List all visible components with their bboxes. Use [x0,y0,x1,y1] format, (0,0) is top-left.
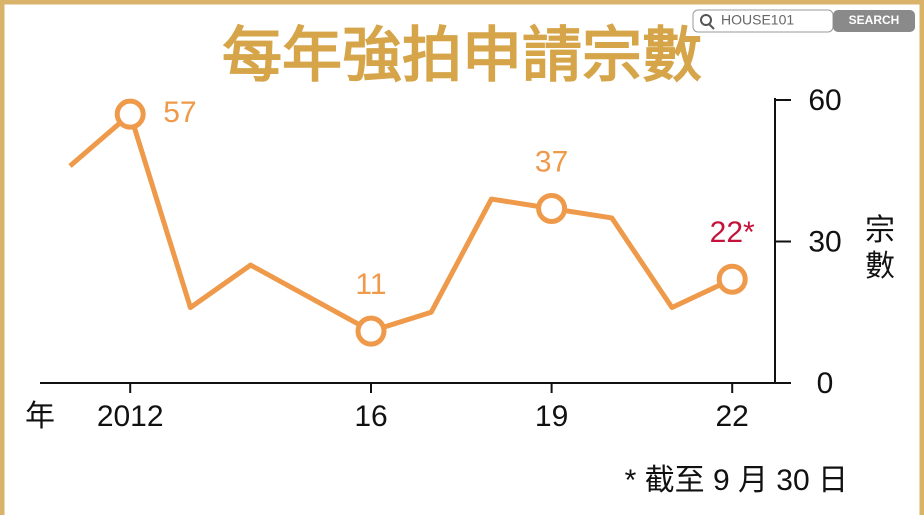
search-icon [708,23,715,30]
point-marker [716,263,748,295]
data-label: 57 [163,96,196,129]
y-tick-label: 60 [808,84,841,117]
search-icon [700,14,712,26]
x-axis-label: 年 [25,400,55,433]
x-tick-label: 16 [354,400,387,433]
data-label: 37 [535,145,568,178]
y-tick-label: 30 [808,225,841,258]
search-placeholder: HOUSE101 [721,12,794,28]
y-tick-label: 0 [817,367,834,400]
data-label: 22* [710,216,755,249]
chart-title: 每年強拍申請宗數 [222,22,702,89]
point-marker [355,315,387,347]
point-marker [536,192,568,224]
point-marker [114,98,146,130]
y-axis-label: 宗數 [865,214,895,283]
x-tick-label: 19 [535,400,568,433]
search-button-label: SEARCH [849,13,900,27]
x-tick-label: 2012 [97,400,164,433]
data-label: 11 [355,268,386,301]
x-tick-label: 22 [716,400,749,433]
search-button[interactable] [833,10,915,32]
footnote: * 截至 9 月 30 日 [625,464,848,497]
line [68,111,734,334]
